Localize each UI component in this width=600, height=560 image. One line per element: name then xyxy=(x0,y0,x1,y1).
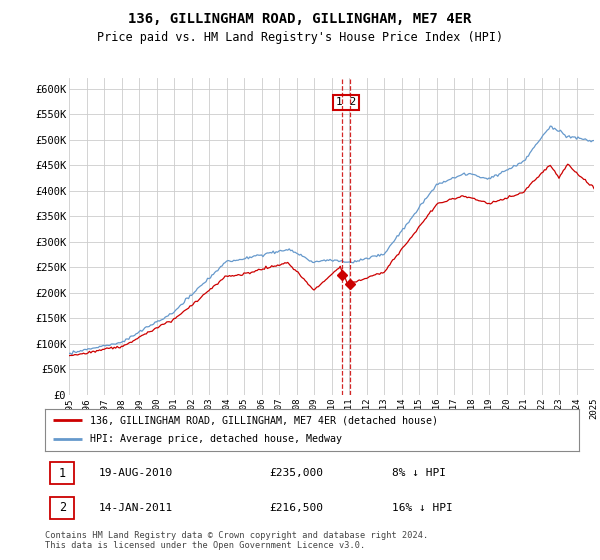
Text: 1 2: 1 2 xyxy=(336,97,356,108)
Text: 8% ↓ HPI: 8% ↓ HPI xyxy=(392,468,446,478)
Text: £235,000: £235,000 xyxy=(269,468,323,478)
Text: HPI: Average price, detached house, Medway: HPI: Average price, detached house, Medw… xyxy=(91,435,343,445)
Text: Price paid vs. HM Land Registry's House Price Index (HPI): Price paid vs. HM Land Registry's House … xyxy=(97,31,503,44)
FancyBboxPatch shape xyxy=(50,497,74,519)
Text: 136, GILLINGHAM ROAD, GILLINGHAM, ME7 4ER (detached house): 136, GILLINGHAM ROAD, GILLINGHAM, ME7 4E… xyxy=(91,415,439,425)
FancyBboxPatch shape xyxy=(50,463,74,484)
Text: 2: 2 xyxy=(59,501,66,515)
Text: 16% ↓ HPI: 16% ↓ HPI xyxy=(392,503,453,513)
Text: 1: 1 xyxy=(59,466,66,480)
Text: 14-JAN-2011: 14-JAN-2011 xyxy=(98,503,173,513)
Text: Contains HM Land Registry data © Crown copyright and database right 2024.
This d: Contains HM Land Registry data © Crown c… xyxy=(45,531,428,550)
Text: £216,500: £216,500 xyxy=(269,503,323,513)
Text: 136, GILLINGHAM ROAD, GILLINGHAM, ME7 4ER: 136, GILLINGHAM ROAD, GILLINGHAM, ME7 4E… xyxy=(128,12,472,26)
Text: 19-AUG-2010: 19-AUG-2010 xyxy=(98,468,173,478)
